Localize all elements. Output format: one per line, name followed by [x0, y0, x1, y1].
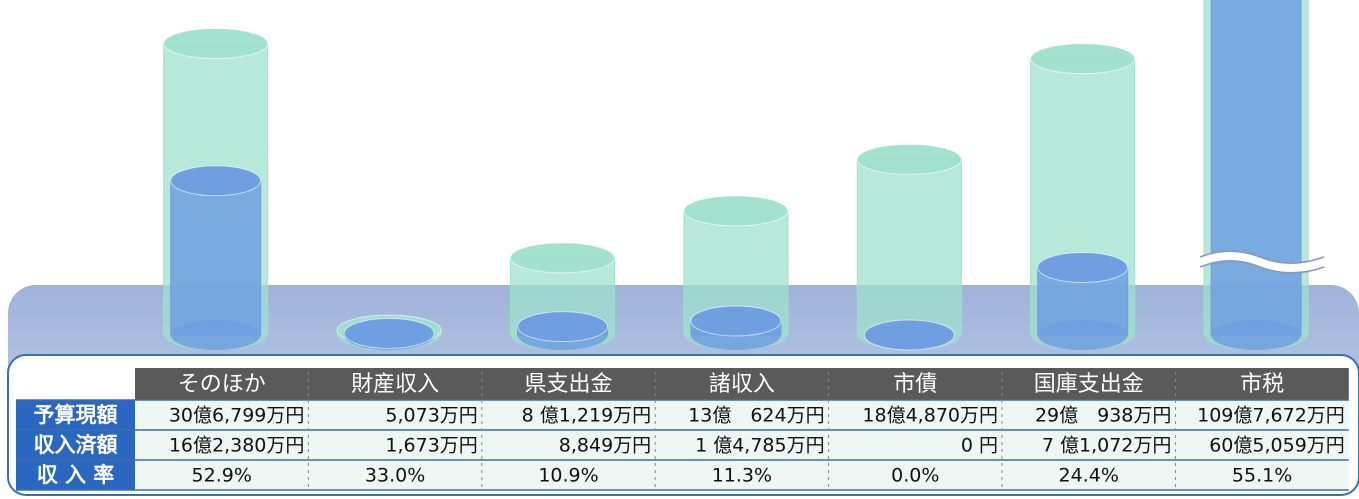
value-label: 8 億1,219万円 — [522, 405, 652, 427]
value-label: 16億2,380万円 — [169, 435, 305, 457]
value-label: 18億4,870万円 — [862, 405, 998, 427]
cylinder-top — [171, 166, 261, 196]
cylinder-top — [1031, 44, 1135, 74]
rate-label: 11.3% — [712, 465, 772, 487]
rate-label: 0.0% — [891, 465, 939, 487]
rate-label: 55.1% — [1232, 465, 1292, 487]
cylinder-body — [857, 159, 961, 335]
cylinder-top — [344, 318, 434, 348]
value-label: 0 円 — [961, 435, 998, 457]
rate-label: 10.9% — [538, 465, 598, 487]
column-header: 諸収入 — [709, 372, 775, 397]
row-label: 収 入 率 — [37, 463, 115, 487]
row-label: 収入済額 — [34, 433, 118, 457]
cylinder-top — [864, 320, 954, 350]
cylinder-top — [164, 29, 268, 59]
cylinder-top — [857, 144, 961, 174]
value-label: 60億5,059万円 — [1209, 435, 1345, 457]
cylinder-body — [1211, 0, 1301, 335]
column-header: 市債 — [893, 372, 937, 397]
value-label: 8,849万円 — [559, 435, 651, 457]
cylinder-body — [171, 181, 261, 335]
rate-label: 24.4% — [1059, 465, 1119, 487]
cylinder-top — [1038, 252, 1128, 282]
value-label: 5,073万円 — [385, 405, 477, 427]
value-label: 1 億4,785万円 — [695, 435, 825, 457]
cylinder-top — [518, 312, 608, 342]
cylinder-top — [684, 196, 788, 226]
value-label: 13億 624万円 — [688, 405, 824, 427]
cylinder-bottom — [1038, 320, 1128, 350]
column-header: 財産収入 — [351, 372, 439, 397]
column-header: 市税 — [1240, 372, 1284, 397]
rate-label: 33.0% — [365, 465, 425, 487]
rate-label: 52.9% — [192, 465, 252, 487]
value-label: 30億6,799万円 — [169, 405, 305, 427]
column-header: そのほか — [178, 372, 266, 397]
value-label: 7 億1,072万円 — [1042, 435, 1172, 457]
cylinder-bottom — [1211, 320, 1301, 350]
value-label: 1,673万円 — [385, 435, 477, 457]
chart: そのほか 30億6,799万円 16億2,380万円 52.9% 財産収入 5,073万円… — [0, 0, 1359, 499]
column-header: 県支出金 — [524, 372, 612, 397]
value-label: 109億7,672万円 — [1197, 405, 1345, 427]
column-header: 国庫支出金 — [1034, 372, 1144, 397]
cylinder-top — [691, 306, 781, 336]
value-label: 29億 938万円 — [1035, 405, 1171, 427]
row-label: 予算現額 — [34, 403, 118, 427]
cylinder-bottom — [171, 320, 261, 350]
cylinder-top — [511, 243, 615, 273]
